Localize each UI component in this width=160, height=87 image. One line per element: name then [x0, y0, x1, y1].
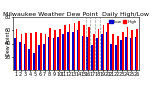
Bar: [135, 37, 136, 70]
Bar: [16, 29, 17, 70]
Bar: [40, 33, 41, 70]
Bar: [45, 34, 46, 70]
Bar: [24, 44, 25, 70]
Bar: [53, 38, 54, 70]
Bar: [77, 30, 78, 70]
Bar: [48, 37, 49, 70]
Bar: [28, 49, 30, 70]
Bar: [35, 32, 37, 70]
Bar: [120, 40, 122, 70]
Bar: [25, 33, 27, 70]
Bar: [69, 24, 70, 70]
Bar: [38, 45, 40, 70]
Bar: [67, 32, 69, 70]
Bar: [33, 53, 35, 70]
Bar: [72, 32, 74, 70]
Bar: [130, 38, 132, 70]
Bar: [86, 37, 88, 70]
Bar: [59, 29, 61, 70]
Bar: [98, 29, 99, 70]
Bar: [127, 27, 128, 70]
Y-axis label: Dew Point: Dew Point: [6, 31, 11, 56]
Bar: [103, 25, 104, 70]
Title: Milwaukee Weather Dew Point  Daily High/Low: Milwaukee Weather Dew Point Daily High/L…: [3, 12, 149, 17]
Bar: [122, 32, 124, 70]
Bar: [82, 36, 83, 70]
Bar: [115, 45, 117, 70]
Bar: [74, 23, 75, 70]
Bar: [30, 33, 32, 70]
Bar: [125, 37, 127, 70]
Bar: [93, 34, 95, 70]
Bar: [83, 25, 85, 70]
Bar: [62, 34, 64, 70]
Bar: [112, 34, 114, 70]
Bar: [14, 38, 16, 70]
Bar: [132, 30, 133, 70]
Bar: [54, 30, 56, 70]
Bar: [107, 23, 109, 70]
Bar: [111, 44, 112, 70]
Bar: [78, 21, 80, 70]
Bar: [136, 29, 138, 70]
Bar: [117, 36, 119, 70]
Bar: [20, 34, 22, 70]
Bar: [49, 28, 51, 70]
Bar: [101, 34, 103, 70]
Bar: [43, 44, 45, 70]
Bar: [19, 42, 20, 70]
Bar: [106, 32, 107, 70]
Legend: Low, High: Low, High: [109, 19, 137, 24]
Bar: [91, 45, 93, 70]
Bar: [57, 37, 59, 70]
Bar: [96, 38, 98, 70]
Bar: [88, 27, 90, 70]
Bar: [64, 25, 66, 70]
